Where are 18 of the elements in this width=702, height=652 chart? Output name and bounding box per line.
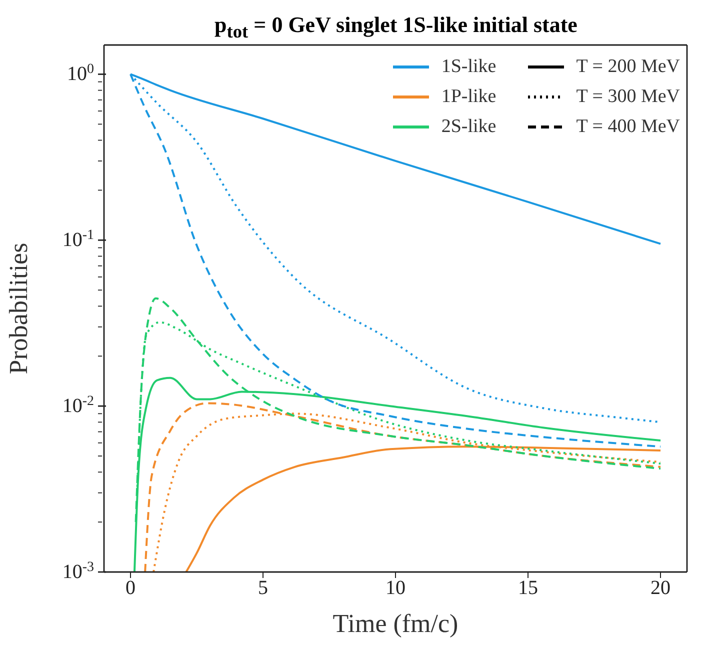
- y-tick-label: 10$^{0}$: [67, 62, 94, 86]
- annotation: T = 300 MeV: [576, 86, 680, 108]
- x-tick-label: 20: [650, 577, 670, 600]
- x-tick-label: 15: [518, 577, 538, 600]
- x-tick-label: 0: [126, 577, 136, 600]
- x-tick-label: 5: [258, 577, 268, 600]
- annotation: T = 400 MeV: [576, 116, 680, 138]
- legend-label: 1S-like: [441, 56, 496, 78]
- annotation: T = 200 MeV: [576, 56, 680, 78]
- x-axis-title: Time (fm/c): [332, 609, 458, 638]
- legend-label: 2S-like: [441, 116, 496, 138]
- y-tick-label: 10$^{-1}$: [62, 228, 94, 252]
- y-axis-title: Probabilities: [4, 242, 34, 374]
- chart-title: p$_{tot}$ = 0 GeV singlet 1S-like initial state: [214, 11, 578, 42]
- x-tick-label: 10: [386, 577, 406, 600]
- legend-label: 1P-like: [441, 86, 496, 108]
- y-tick-label: 10$^{-3}$: [62, 560, 94, 583]
- y-tick-label: 10$^{-2}$: [62, 394, 94, 418]
